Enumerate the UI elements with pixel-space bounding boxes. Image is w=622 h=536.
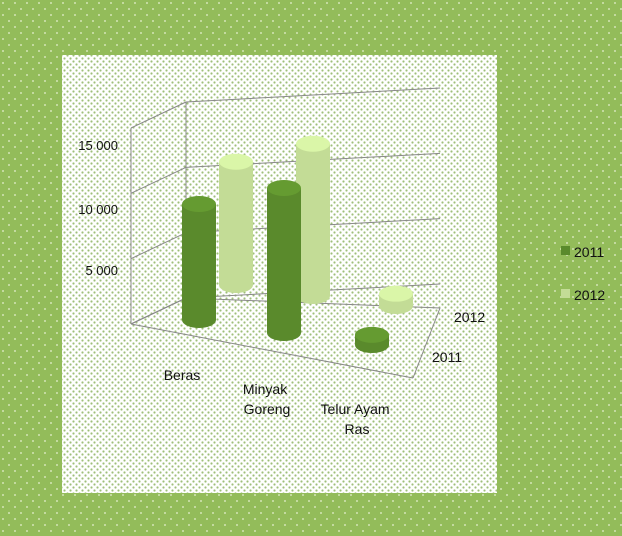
bar-2012-1	[296, 135, 330, 304]
legend-swatch-2011	[561, 246, 570, 255]
depth-label: 2011	[432, 349, 462, 365]
floor-front-edge	[130, 323, 414, 379]
cylinder-top	[296, 135, 330, 152]
axis-line	[130, 297, 187, 325]
legend: 2011 2012	[561, 244, 605, 303]
bar-2011-2	[355, 326, 389, 353]
depth-axis: 2012 2011	[432, 309, 485, 365]
floor-right-edge	[412, 307, 441, 379]
cylinder-top	[379, 285, 413, 302]
cylinder-top	[267, 180, 301, 196]
x-axis-categories: Beras Minyak Goreng Telur Ayam Ras	[164, 367, 394, 437]
bar-2012-2	[379, 285, 413, 314]
cylinder-body	[296, 143, 330, 304]
category-label: Beras	[164, 367, 201, 383]
cylinder-top	[355, 326, 389, 343]
cylinder-body	[182, 204, 216, 328]
bar-2012-0	[219, 153, 253, 293]
legend-label: 2011	[574, 244, 604, 260]
bars	[182, 135, 413, 353]
cylinder-top	[219, 153, 253, 170]
legend-label: 2012	[574, 287, 605, 303]
gridline	[185, 87, 441, 103]
y-tick-label: 15 000	[78, 138, 118, 153]
gridline	[130, 101, 187, 129]
cylinder-body	[267, 188, 301, 341]
cylinder-body	[219, 161, 253, 293]
y-tick-label: 5 000	[85, 263, 118, 278]
gridline	[130, 232, 187, 260]
legend-swatch-2012	[561, 289, 570, 298]
y-axis-ticks: 5 000 10 000 15 000	[78, 138, 118, 278]
category-label: Minyak Goreng	[243, 381, 291, 417]
bar-2011-1	[267, 180, 301, 341]
bar-2011-0	[182, 196, 216, 328]
y-tick-label: 10 000	[78, 202, 118, 217]
category-label: Telur Ayam Ras	[321, 401, 394, 437]
cylinder-top	[182, 196, 216, 212]
gridline	[130, 166, 187, 194]
depth-label: 2012	[454, 309, 485, 325]
